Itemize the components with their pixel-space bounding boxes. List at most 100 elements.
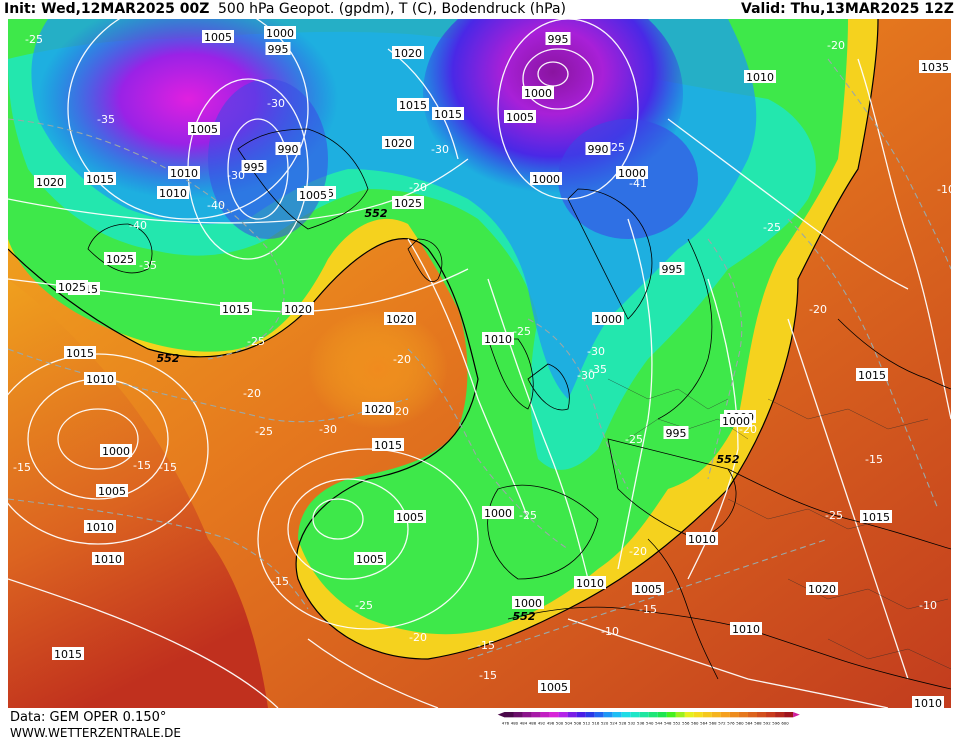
svg-text:995: 995 <box>666 427 687 440</box>
pressure-label: 1020 <box>382 136 414 150</box>
svg-text:-20: -20 <box>409 181 427 194</box>
legend-swatch <box>594 712 604 718</box>
legend-swatch <box>603 712 613 718</box>
svg-text:1025: 1025 <box>394 197 422 210</box>
svg-text:1020: 1020 <box>36 176 64 189</box>
pressure-label: 1020 <box>282 302 314 316</box>
legend-value: 544 <box>655 721 663 726</box>
legend-swatch <box>558 712 568 718</box>
pressure-label: 1010 <box>92 552 124 566</box>
legend-value: 524 <box>610 721 618 726</box>
temperature-label: -35 <box>589 363 607 376</box>
pressure-label: 1010 <box>168 166 200 180</box>
pressure-label: 1005 <box>504 110 536 124</box>
svg-text:-25: -25 <box>255 425 273 438</box>
pressure-label: 1000 <box>522 86 554 100</box>
pressure-label: 1025 <box>56 280 88 294</box>
svg-text:1015: 1015 <box>86 173 114 186</box>
temperature-label: -41 <box>629 177 647 190</box>
svg-text:1005: 1005 <box>299 189 327 202</box>
svg-text:1025: 1025 <box>58 281 86 294</box>
legend-swatch <box>675 712 685 718</box>
temperature-label: -30 <box>227 169 245 182</box>
legend-value: 584 <box>745 721 753 726</box>
pressure-label: 1005 <box>538 680 570 694</box>
map-labels: 1005 1000 995 1020 995 1010 1035 1005 1000 1005 10… <box>13 26 951 708</box>
temperature-label: -25 <box>355 599 373 612</box>
svg-text:995: 995 <box>244 161 265 174</box>
temperature-label: -30 <box>577 369 595 382</box>
svg-text:995: 995 <box>662 263 683 276</box>
temperature-label: -25 <box>607 141 625 154</box>
svg-text:1000: 1000 <box>514 597 542 610</box>
svg-text:1010: 1010 <box>746 71 774 84</box>
svg-text:1000: 1000 <box>594 313 622 326</box>
svg-text:552: 552 <box>157 352 180 365</box>
temperature-label: -15 <box>133 459 151 472</box>
pressure-label: 1015 <box>84 172 116 186</box>
legend-value: 508 <box>574 721 582 726</box>
pressure-label: 990 <box>275 142 301 156</box>
pressure-label: 995 <box>663 426 689 440</box>
pressure-label: 1020 <box>384 312 416 326</box>
svg-text:-10: -10 <box>919 599 937 612</box>
color-legend: 476 480 484 488 492 496 500 504 508 512 516 520 524 5… <box>497 712 800 726</box>
pressure-label: 990 <box>585 142 611 156</box>
pressure-label: 995 <box>241 160 267 174</box>
svg-text:1000: 1000 <box>532 173 560 186</box>
pressure-label: 1010 <box>912 696 944 708</box>
svg-text:1015: 1015 <box>434 108 462 121</box>
svg-text:1000: 1000 <box>524 87 552 100</box>
pressure-label: 1020 <box>34 175 66 189</box>
legend-value: 560 <box>691 721 699 726</box>
temperature-label: -25 <box>763 221 781 234</box>
pressure-label: 1005 <box>354 552 386 566</box>
contour-label: 552 <box>717 453 740 466</box>
pressure-label: 1005 <box>632 582 664 596</box>
svg-text:1005: 1005 <box>396 511 424 524</box>
legend-value: 580 <box>736 721 744 726</box>
svg-text:1000: 1000 <box>722 415 750 428</box>
legend-swatch <box>702 712 712 718</box>
svg-text:1010: 1010 <box>170 167 198 180</box>
legend-value: 504 <box>565 721 573 726</box>
svg-text:552: 552 <box>717 453 740 466</box>
temperature-label: -20 <box>809 303 827 316</box>
pressure-label: 1015 <box>64 346 96 360</box>
svg-text:-20: -20 <box>409 631 427 644</box>
pressure-label: 1025 <box>104 252 136 266</box>
pressure-label: 1000 <box>720 414 752 428</box>
legend-swatch <box>666 712 676 718</box>
svg-text:-15: -15 <box>13 461 31 474</box>
svg-text:-15: -15 <box>639 603 657 616</box>
legend-swatch <box>711 712 721 718</box>
legend-swatch <box>747 712 757 718</box>
valid-time-label: Valid: Thu,13MAR2025 12Z <box>741 1 954 17</box>
contour-label: 552 <box>157 352 180 365</box>
pressure-label: 1000 <box>100 444 132 458</box>
svg-text:1015: 1015 <box>858 369 886 382</box>
website-link[interactable]: WWW.WETTERZENTRALE.DE <box>10 726 181 740</box>
svg-text:1015: 1015 <box>399 99 427 112</box>
svg-text:552: 552 <box>513 610 536 623</box>
legend-swatch <box>540 712 550 718</box>
legend-value: 600 <box>781 721 789 726</box>
svg-text:-15: -15 <box>159 461 177 474</box>
svg-text:-20: -20 <box>243 387 261 400</box>
svg-text:-20: -20 <box>827 39 845 52</box>
legend-swatch <box>504 712 514 718</box>
legend-value: 540 <box>646 721 654 726</box>
temperature-label: -30 <box>267 97 285 110</box>
legend-value: 532 <box>628 721 636 726</box>
svg-text:-41: -41 <box>629 177 647 190</box>
temperature-label: -30 <box>319 423 337 436</box>
svg-text:-25: -25 <box>519 509 537 522</box>
svg-text:1005: 1005 <box>98 485 126 498</box>
pressure-label: 1000 <box>592 312 624 326</box>
svg-text:1005: 1005 <box>506 111 534 124</box>
svg-text:1000: 1000 <box>266 27 294 40</box>
legend-swatch <box>648 712 658 718</box>
temperature-label: -25 <box>25 33 43 46</box>
svg-text:-40: -40 <box>129 219 147 232</box>
legend-swatch <box>784 712 794 718</box>
